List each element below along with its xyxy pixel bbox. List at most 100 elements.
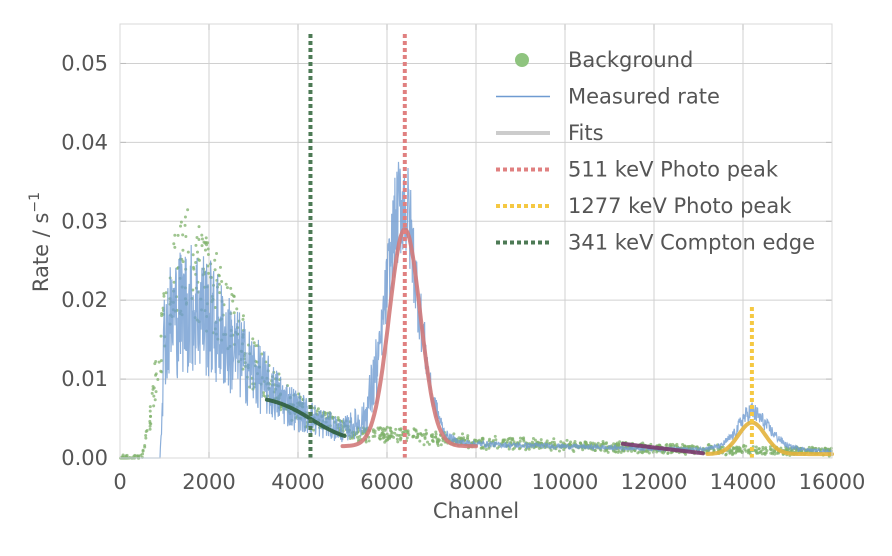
background-point bbox=[604, 442, 608, 446]
background-point bbox=[389, 432, 393, 436]
background-point bbox=[707, 442, 711, 446]
background-point bbox=[511, 437, 515, 441]
background-point bbox=[434, 432, 438, 436]
background-point bbox=[481, 436, 485, 440]
background-point bbox=[429, 433, 433, 437]
background-point bbox=[164, 291, 168, 295]
background-point bbox=[144, 433, 148, 437]
background-point bbox=[493, 434, 497, 438]
background-point bbox=[371, 434, 375, 438]
legend-label: 1277 keV Photo peak bbox=[568, 194, 792, 218]
background-point bbox=[411, 435, 415, 439]
y-tick-label: 0.04 bbox=[61, 130, 108, 154]
background-point bbox=[379, 434, 383, 438]
background-point bbox=[254, 344, 258, 348]
background-point bbox=[494, 438, 498, 442]
background-point bbox=[664, 443, 668, 447]
background-point bbox=[730, 449, 734, 453]
background-point bbox=[531, 437, 535, 441]
background-point bbox=[141, 448, 145, 452]
x-axis-label: Channel bbox=[433, 499, 519, 523]
background-point bbox=[225, 286, 229, 290]
background-point bbox=[229, 286, 233, 290]
x-tick-label: 8000 bbox=[449, 470, 502, 494]
background-point bbox=[206, 253, 210, 257]
background-point bbox=[160, 312, 164, 316]
y-tick-label: 0.05 bbox=[61, 51, 108, 75]
background-point bbox=[217, 282, 221, 286]
background-point bbox=[220, 279, 224, 283]
background-point bbox=[148, 405, 152, 409]
background-point bbox=[571, 448, 575, 452]
background-point bbox=[192, 267, 196, 271]
background-point bbox=[666, 451, 670, 455]
background-point bbox=[405, 436, 409, 440]
background-point bbox=[755, 451, 759, 455]
background-point bbox=[139, 453, 143, 457]
x-tick-label: 2000 bbox=[182, 470, 235, 494]
background-point bbox=[316, 407, 320, 411]
y-axis-label-exponent: −1 bbox=[27, 192, 43, 213]
background-point bbox=[477, 438, 481, 442]
x-tick-label: 16000 bbox=[799, 470, 866, 494]
background-point bbox=[203, 248, 207, 252]
vline-layer bbox=[308, 31, 754, 458]
background-point bbox=[768, 445, 772, 449]
background-point bbox=[197, 225, 201, 229]
background-point bbox=[380, 431, 384, 435]
background-point bbox=[565, 438, 569, 442]
fit-curve bbox=[705, 420, 834, 457]
background-point bbox=[172, 242, 176, 246]
background-point bbox=[773, 452, 777, 456]
background-point bbox=[596, 441, 600, 445]
background-point bbox=[617, 449, 621, 453]
background-point bbox=[162, 292, 166, 296]
background-point bbox=[241, 314, 245, 318]
legend-label: Background bbox=[568, 48, 693, 72]
background-point bbox=[371, 429, 375, 433]
background-point bbox=[619, 450, 623, 454]
background-point bbox=[640, 450, 644, 454]
background-point bbox=[252, 341, 256, 345]
background-point bbox=[235, 307, 239, 311]
background-point bbox=[376, 426, 380, 430]
background-point bbox=[769, 448, 773, 452]
background-point bbox=[181, 260, 185, 264]
y-tick-label: 0.03 bbox=[61, 209, 108, 233]
background-point bbox=[557, 449, 561, 453]
fit-layer bbox=[264, 227, 834, 457]
background-point bbox=[399, 428, 403, 432]
background-point bbox=[422, 443, 426, 447]
background-point bbox=[186, 250, 190, 254]
background-point bbox=[487, 446, 491, 450]
legend: Background Measured rate Fits 511 keV Photo… bbox=[496, 48, 815, 255]
legend-label: Measured rate bbox=[568, 85, 720, 109]
background-point bbox=[481, 445, 485, 449]
background-point bbox=[638, 450, 642, 454]
background-point bbox=[194, 260, 198, 264]
axes: 0 2000 4000 6000 8000 10000 12000 14000 16000 0.0… bbox=[61, 23, 866, 494]
background-point bbox=[204, 240, 208, 244]
background-point bbox=[215, 252, 219, 256]
background-point bbox=[484, 447, 488, 451]
background-point bbox=[384, 427, 388, 431]
background-point bbox=[364, 440, 368, 444]
background-point bbox=[148, 409, 152, 413]
background-point bbox=[559, 440, 563, 444]
background-point bbox=[589, 441, 593, 445]
background-point bbox=[153, 398, 157, 402]
x-tick-label: 6000 bbox=[360, 470, 413, 494]
background-point bbox=[645, 450, 649, 454]
background-point bbox=[197, 238, 201, 242]
background-point bbox=[183, 223, 187, 227]
background-point bbox=[732, 451, 736, 455]
background-point bbox=[547, 442, 551, 446]
background-point bbox=[424, 428, 428, 432]
background-point bbox=[537, 446, 541, 450]
y-tick-label: 0.02 bbox=[61, 288, 108, 312]
background-point bbox=[426, 440, 430, 444]
background-point bbox=[829, 446, 833, 450]
legend-label: 341 keV Compton edge bbox=[568, 231, 815, 255]
background-point bbox=[568, 442, 572, 446]
